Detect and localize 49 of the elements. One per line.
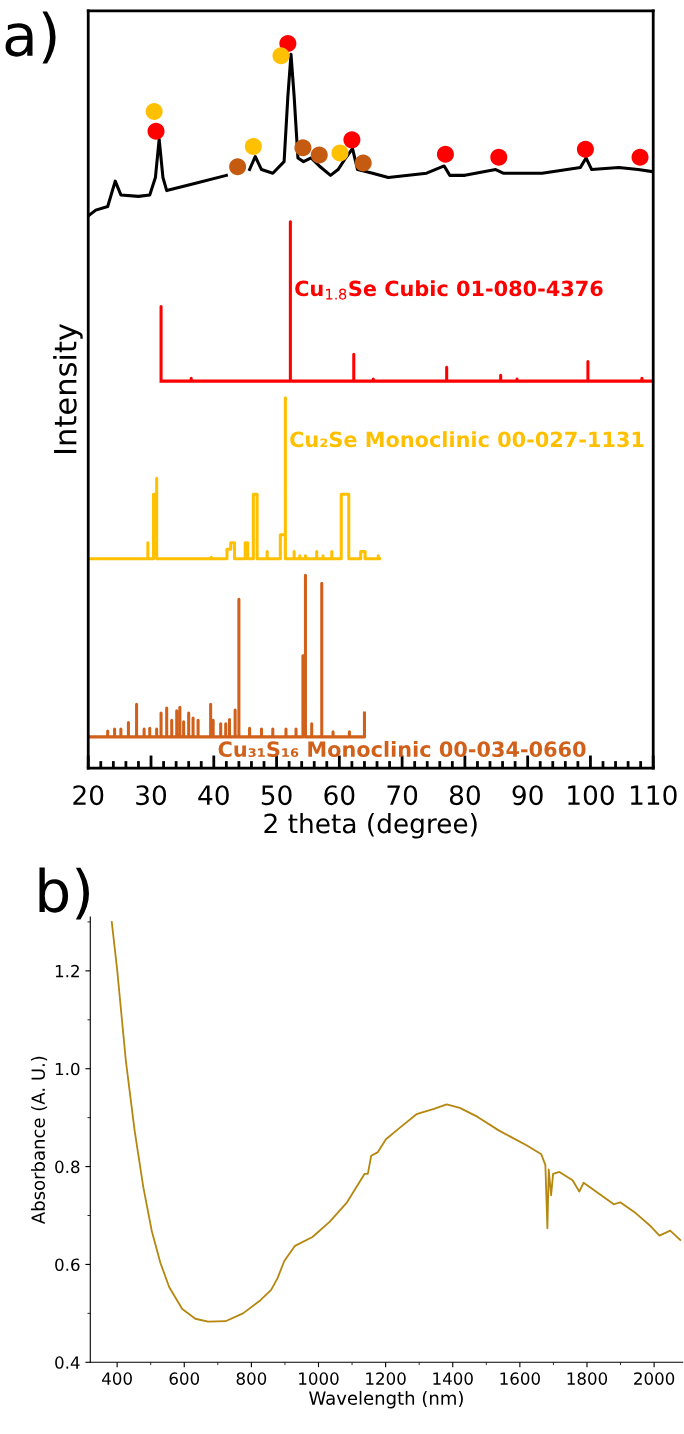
point xyxy=(436,145,454,163)
series-label: Cu$_{1.8}$Se Cubic 01-080-4376 xyxy=(295,280,603,300)
x-tick-label: 100 xyxy=(568,785,614,806)
x-tick-label: 1400 xyxy=(433,1372,473,1385)
point xyxy=(229,158,247,176)
chart-title: b) xyxy=(39,867,89,920)
point xyxy=(147,122,165,140)
point xyxy=(310,146,328,164)
x-tick-label: 1800 xyxy=(567,1372,608,1385)
point xyxy=(272,47,290,65)
point xyxy=(576,140,594,158)
x-tick-label: 60 xyxy=(324,785,355,806)
x-axis-title: 2 theta (degree) xyxy=(264,813,477,839)
chart-title: a) xyxy=(5,11,56,64)
point xyxy=(354,154,372,172)
x-tick-label: 80 xyxy=(449,785,480,806)
x-tick-label: 2000 xyxy=(634,1372,675,1385)
x-tick-label: 30 xyxy=(136,785,167,806)
point xyxy=(294,139,312,157)
x-tick-label: 90 xyxy=(512,785,543,806)
y-tick-label: 0.4 xyxy=(55,1356,80,1369)
x-tick-label: 400 xyxy=(102,1372,132,1385)
x-tick-label: 70 xyxy=(387,785,418,806)
point xyxy=(279,35,297,53)
y-tick-label: 1.2 xyxy=(55,964,79,978)
x-tick-label: 1200 xyxy=(366,1372,406,1385)
x-tick-label: 1000 xyxy=(299,1372,339,1385)
series-label: Cu₂Se Monoclinic 00-027-1131 xyxy=(290,431,644,448)
point xyxy=(490,148,508,166)
point xyxy=(343,131,361,149)
x-tick-label: 110 xyxy=(630,785,677,806)
x-tick-label: 40 xyxy=(198,785,229,806)
line-series xyxy=(110,921,682,1323)
x-tick-label: 50 xyxy=(261,785,292,806)
y-axis-title: Intensity xyxy=(53,323,83,453)
point xyxy=(244,137,262,155)
point xyxy=(145,103,163,121)
x-tick-label: 20 xyxy=(73,785,104,806)
y-tick-label: 0.6 xyxy=(55,1258,80,1272)
x-axis-title: Wavelength (nm) xyxy=(309,1390,463,1409)
y-axis-title: Absorbance (A. U.) xyxy=(31,1056,48,1225)
x-tick-label: 600 xyxy=(169,1372,200,1385)
x-tick-label: 800 xyxy=(236,1372,267,1385)
point xyxy=(631,148,649,166)
x-tick-label: 1600 xyxy=(500,1372,540,1385)
y-tick-label: 0.8 xyxy=(55,1160,80,1174)
point xyxy=(331,144,349,162)
series-label: Cu₃₁S₁₆ Monoclinic 00-034-0660 xyxy=(218,740,586,758)
y-tick-label: 1.0 xyxy=(55,1062,80,1076)
